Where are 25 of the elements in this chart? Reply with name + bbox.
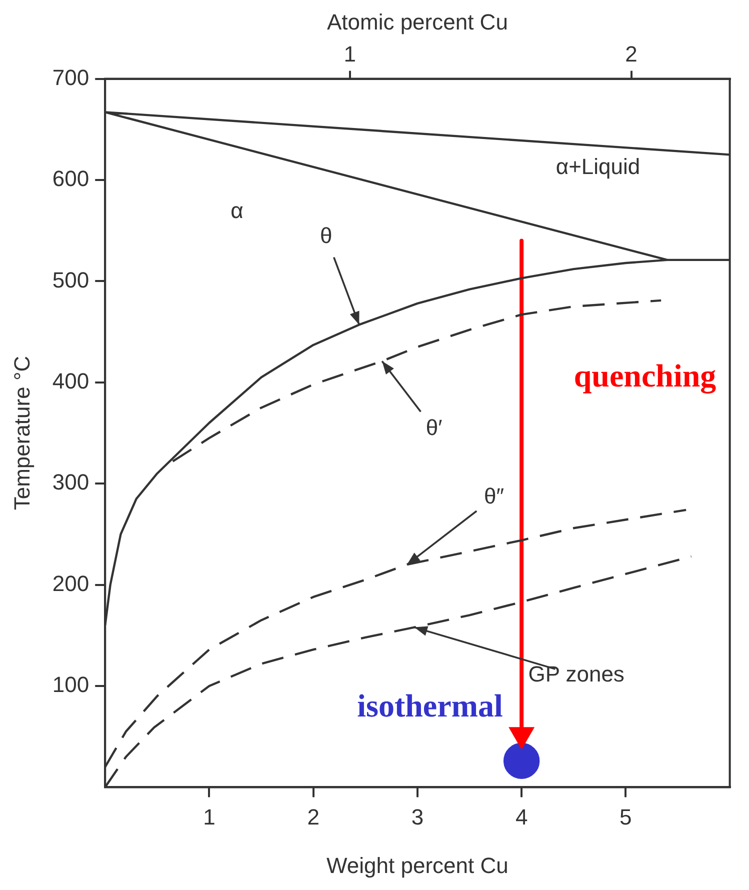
annotation: GP zones <box>528 661 624 686</box>
annotation: θ <box>320 222 332 248</box>
annotation: θ′ <box>426 415 442 440</box>
y-tick-label: 500 <box>52 267 90 292</box>
annotation: isothermal <box>357 687 503 724</box>
annotation: α+Liquid <box>556 154 640 180</box>
y-tick-label: 300 <box>52 470 90 495</box>
x-axis-title: Weight percent Cu <box>326 852 508 878</box>
x2-axis-title: Atomic percent Cu <box>326 9 508 34</box>
x-tick-label: 2 <box>307 804 320 830</box>
y-tick-label: 400 <box>52 368 90 394</box>
annotation: α <box>230 198 244 224</box>
y-tick-label: 700 <box>52 64 90 90</box>
x-tick-label: 4 <box>515 804 528 830</box>
y-tick-label: 200 <box>52 570 90 596</box>
x-tick-label: 5 <box>620 804 632 830</box>
y-axis-title: Temperature °C <box>9 356 34 510</box>
x-tick-label: 1 <box>203 804 216 830</box>
annotation: θ″ <box>484 484 504 509</box>
x-tick-label: 3 <box>411 804 424 830</box>
x2-tick-label: 1 <box>344 42 356 67</box>
y-tick-label: 600 <box>52 166 90 192</box>
annotation: quenching <box>574 357 716 394</box>
y-tick-label: 100 <box>52 672 90 698</box>
x2-tick-label: 2 <box>625 42 638 67</box>
